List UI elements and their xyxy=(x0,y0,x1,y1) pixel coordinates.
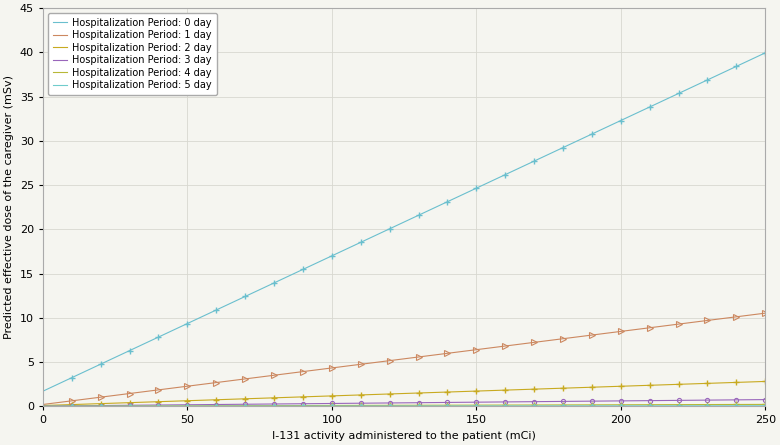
Hospitalization Period: 3 day: (163, 0.497): 3 day: (163, 0.497) xyxy=(508,399,517,405)
Hospitalization Period: 4 day: (0, 0.006): 4 day: (0, 0.006) xyxy=(38,404,48,409)
Hospitalization Period: 1 day: (95.5, 4.14): 1 day: (95.5, 4.14) xyxy=(314,367,324,372)
Hospitalization Period: 0 day: (187, 30.2): 0 day: (187, 30.2) xyxy=(577,136,587,142)
Hospitalization Period: 2 day: (45.4, 0.575): 2 day: (45.4, 0.575) xyxy=(169,398,179,404)
Hospitalization Period: 5 day: (206, 0.0464): 5 day: (206, 0.0464) xyxy=(632,403,641,409)
Line: Hospitalization Period: 2 day: Hospitalization Period: 2 day xyxy=(43,381,765,405)
Hospitalization Period: 5 day: (163, 0.037): 5 day: (163, 0.037) xyxy=(508,403,517,409)
Y-axis label: Predicted effective dose of the caregiver (mSv): Predicted effective dose of the caregive… xyxy=(4,75,14,339)
Hospitalization Period: 4 day: (95.5, 0.0834): 4 day: (95.5, 0.0834) xyxy=(314,403,324,408)
Hospitalization Period: 4 day: (206, 0.172): 4 day: (206, 0.172) xyxy=(632,402,641,407)
X-axis label: I-131 activity administered to the patient (mCi): I-131 activity administered to the patie… xyxy=(272,431,536,441)
Hospitalization Period: 5 day: (95.5, 0.0224): 5 day: (95.5, 0.0224) xyxy=(314,403,324,409)
Hospitalization Period: 2 day: (206, 2.32): 2 day: (206, 2.32) xyxy=(632,383,641,388)
Hospitalization Period: 4 day: (163, 0.138): 4 day: (163, 0.138) xyxy=(508,402,517,408)
Hospitalization Period: 3 day: (45.4, 0.155): 3 day: (45.4, 0.155) xyxy=(169,402,179,408)
Hospitalization Period: 0 day: (45.4, 8.65): 0 day: (45.4, 8.65) xyxy=(169,327,179,332)
Hospitalization Period: 0 day: (150, 24.6): 0 day: (150, 24.6) xyxy=(471,186,480,191)
Hospitalization Period: 2 day: (0, 0.08): 2 day: (0, 0.08) xyxy=(38,403,48,408)
Hospitalization Period: 1 day: (45.4, 2.08): 1 day: (45.4, 2.08) xyxy=(169,385,179,391)
Hospitalization Period: 4 day: (150, 0.127): 4 day: (150, 0.127) xyxy=(471,402,480,408)
Hospitalization Period: 0 day: (95.5, 16.3): 0 day: (95.5, 16.3) xyxy=(314,259,324,265)
Hospitalization Period: 5 day: (45.4, 0.0115): 5 day: (45.4, 0.0115) xyxy=(169,404,179,409)
Hospitalization Period: 5 day: (0, 0.0016): 5 day: (0, 0.0016) xyxy=(38,404,48,409)
Hospitalization Period: 1 day: (206, 8.69): 1 day: (206, 8.69) xyxy=(632,327,641,332)
Hospitalization Period: 1 day: (187, 7.9): 1 day: (187, 7.9) xyxy=(577,334,587,339)
Hospitalization Period: 3 day: (95.5, 0.301): 3 day: (95.5, 0.301) xyxy=(314,401,324,406)
Hospitalization Period: 5 day: (250, 0.0561): 5 day: (250, 0.0561) xyxy=(760,403,770,409)
Hospitalization Period: 4 day: (45.4, 0.0428): 4 day: (45.4, 0.0428) xyxy=(169,403,179,409)
Hospitalization Period: 3 day: (187, 0.567): 3 day: (187, 0.567) xyxy=(577,399,587,404)
Hospitalization Period: 2 day: (187, 2.11): 2 day: (187, 2.11) xyxy=(577,385,587,390)
Hospitalization Period: 3 day: (206, 0.622): 3 day: (206, 0.622) xyxy=(632,398,641,404)
Hospitalization Period: 3 day: (250, 0.752): 3 day: (250, 0.752) xyxy=(760,397,770,402)
Hospitalization Period: 5 day: (187, 0.0423): 5 day: (187, 0.0423) xyxy=(577,403,587,409)
Hospitalization Period: 4 day: (187, 0.157): 4 day: (187, 0.157) xyxy=(577,402,587,408)
Hospitalization Period: 1 day: (0, 0.2): 1 day: (0, 0.2) xyxy=(38,402,48,407)
Hospitalization Period: 2 day: (95.5, 1.12): 2 day: (95.5, 1.12) xyxy=(314,394,324,399)
Hospitalization Period: 5 day: (150, 0.0343): 5 day: (150, 0.0343) xyxy=(471,403,480,409)
Hospitalization Period: 1 day: (250, 10.5): 1 day: (250, 10.5) xyxy=(760,311,770,316)
Line: Hospitalization Period: 3 day: Hospitalization Period: 3 day xyxy=(43,400,765,406)
Line: Hospitalization Period: 1 day: Hospitalization Period: 1 day xyxy=(43,313,765,405)
Line: Hospitalization Period: 0 day: Hospitalization Period: 0 day xyxy=(43,53,765,391)
Hospitalization Period: 1 day: (163, 6.91): 1 day: (163, 6.91) xyxy=(508,342,517,348)
Hospitalization Period: 2 day: (250, 2.81): 2 day: (250, 2.81) xyxy=(760,379,770,384)
Hospitalization Period: 2 day: (163, 1.85): 2 day: (163, 1.85) xyxy=(508,387,517,392)
Hospitalization Period: 4 day: (250, 0.208): 4 day: (250, 0.208) xyxy=(760,402,770,407)
Line: Hospitalization Period: 4 day: Hospitalization Period: 4 day xyxy=(43,405,765,406)
Hospitalization Period: 3 day: (150, 0.46): 3 day: (150, 0.46) xyxy=(471,400,480,405)
Hospitalization Period: 1 day: (150, 6.39): 1 day: (150, 6.39) xyxy=(471,347,480,352)
Hospitalization Period: 0 day: (0, 1.7): 0 day: (0, 1.7) xyxy=(38,388,48,394)
Hospitalization Period: 0 day: (206, 33.1): 0 day: (206, 33.1) xyxy=(632,110,641,116)
Hospitalization Period: 2 day: (150, 1.71): 2 day: (150, 1.71) xyxy=(471,388,480,394)
Hospitalization Period: 0 day: (163, 26.6): 0 day: (163, 26.6) xyxy=(508,169,517,174)
Hospitalization Period: 3 day: (0, 0.022): 3 day: (0, 0.022) xyxy=(38,403,48,409)
Legend: Hospitalization Period: 0 day, Hospitalization Period: 1 day, Hospitalization Pe: Hospitalization Period: 0 day, Hospitali… xyxy=(48,13,217,95)
Hospitalization Period: 0 day: (250, 40): 0 day: (250, 40) xyxy=(760,50,770,56)
